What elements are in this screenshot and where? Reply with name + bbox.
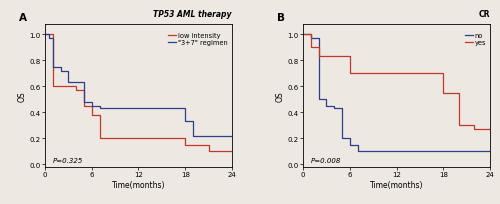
- X-axis label: Time(months): Time(months): [370, 180, 424, 189]
- Text: P=0.008: P=0.008: [310, 157, 341, 163]
- X-axis label: Time(months): Time(months): [112, 180, 165, 189]
- Text: P=0.325: P=0.325: [52, 157, 83, 163]
- Legend: low intensity, "3+7" regimen: low intensity, "3+7" regimen: [168, 32, 228, 46]
- Y-axis label: OS: OS: [18, 91, 27, 101]
- Y-axis label: OS: OS: [276, 91, 285, 101]
- Text: B: B: [277, 13, 285, 23]
- Text: A: A: [19, 13, 27, 23]
- Text: CR: CR: [478, 10, 490, 19]
- Legend: no, yes: no, yes: [464, 32, 486, 46]
- Text: TP53 AML therapy: TP53 AML therapy: [154, 10, 232, 19]
